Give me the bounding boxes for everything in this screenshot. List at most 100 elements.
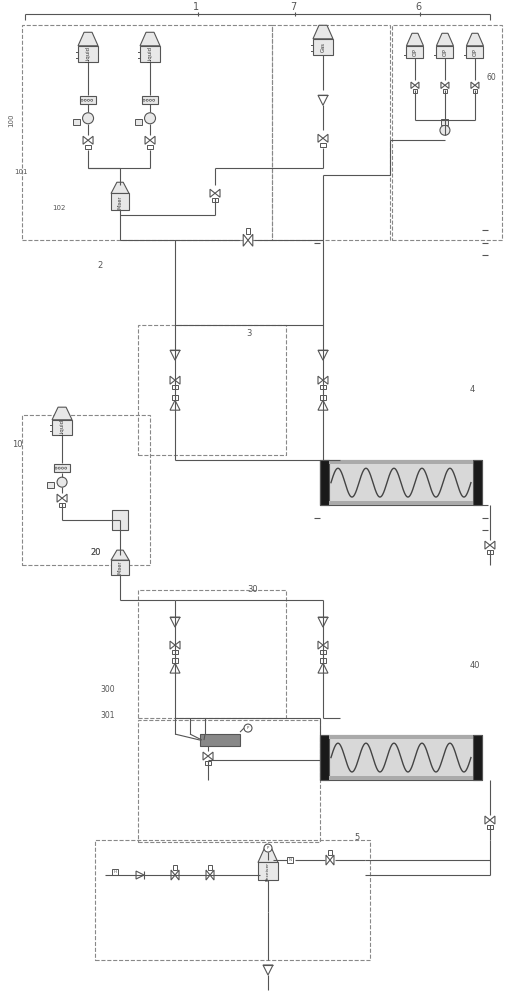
- Text: H: H: [114, 870, 117, 874]
- Polygon shape: [317, 617, 327, 627]
- Polygon shape: [169, 641, 175, 649]
- Bar: [271, 25, 389, 240]
- Bar: [486, 550, 492, 554]
- Bar: [319, 650, 325, 654]
- Polygon shape: [313, 25, 332, 39]
- Circle shape: [91, 99, 93, 101]
- Polygon shape: [474, 82, 478, 88]
- Text: 7: 7: [290, 2, 296, 12]
- Text: 1: 1: [192, 2, 199, 12]
- Polygon shape: [436, 33, 453, 46]
- Polygon shape: [169, 376, 175, 384]
- Text: 101: 101: [14, 169, 27, 175]
- Polygon shape: [88, 136, 93, 144]
- Bar: [72, 119, 79, 125]
- Text: CIP: CIP: [412, 48, 417, 56]
- Bar: [442, 89, 446, 93]
- Polygon shape: [317, 350, 327, 360]
- Bar: [319, 395, 325, 400]
- Polygon shape: [175, 641, 180, 649]
- Polygon shape: [263, 965, 272, 975]
- Text: 301: 301: [100, 711, 115, 720]
- Bar: [319, 460, 481, 505]
- Circle shape: [243, 724, 251, 732]
- Polygon shape: [171, 870, 175, 880]
- Bar: [319, 460, 328, 505]
- Polygon shape: [150, 136, 155, 144]
- Text: 102: 102: [52, 205, 65, 211]
- Polygon shape: [325, 855, 329, 865]
- Text: 100: 100: [8, 114, 14, 127]
- Text: 5: 5: [353, 833, 358, 842]
- Bar: [486, 825, 492, 829]
- Polygon shape: [203, 752, 208, 760]
- Polygon shape: [322, 641, 327, 649]
- Bar: [391, 25, 501, 240]
- Bar: [319, 385, 325, 389]
- Bar: [138, 325, 286, 455]
- Polygon shape: [470, 82, 474, 88]
- Text: 40: 40: [469, 661, 479, 670]
- Polygon shape: [111, 182, 129, 193]
- Bar: [54, 464, 70, 472]
- Polygon shape: [175, 376, 180, 384]
- Circle shape: [152, 99, 154, 101]
- Circle shape: [143, 99, 145, 101]
- Polygon shape: [215, 189, 219, 197]
- Bar: [212, 198, 217, 202]
- Bar: [319, 658, 325, 663]
- Bar: [147, 145, 153, 149]
- Polygon shape: [210, 189, 215, 197]
- Bar: [466, 46, 483, 58]
- Bar: [412, 89, 416, 93]
- Text: Receiver: Receiver: [266, 862, 269, 881]
- Bar: [472, 89, 476, 93]
- Bar: [328, 776, 472, 780]
- Polygon shape: [489, 816, 494, 824]
- Text: 20: 20: [90, 548, 100, 557]
- Text: 3: 3: [245, 329, 251, 338]
- Bar: [328, 735, 472, 739]
- Bar: [313, 39, 332, 55]
- Bar: [287, 857, 292, 863]
- Circle shape: [146, 99, 148, 101]
- Polygon shape: [406, 33, 422, 46]
- Polygon shape: [169, 663, 180, 673]
- Text: 20: 20: [90, 548, 100, 557]
- Bar: [112, 869, 118, 875]
- Polygon shape: [169, 400, 180, 410]
- Polygon shape: [329, 855, 333, 865]
- Polygon shape: [317, 663, 327, 673]
- Text: CIP: CIP: [471, 48, 476, 56]
- Circle shape: [58, 467, 60, 469]
- Bar: [172, 395, 178, 400]
- Polygon shape: [169, 617, 180, 627]
- Bar: [173, 865, 177, 870]
- Text: Mixer: Mixer: [117, 195, 122, 209]
- Bar: [22, 25, 271, 240]
- Polygon shape: [175, 870, 179, 880]
- Bar: [328, 501, 472, 505]
- Bar: [172, 658, 178, 663]
- Bar: [22, 415, 150, 565]
- Bar: [80, 96, 96, 104]
- Circle shape: [84, 99, 86, 101]
- Polygon shape: [62, 494, 67, 502]
- Bar: [138, 720, 319, 842]
- Text: P: P: [266, 846, 269, 850]
- Bar: [258, 862, 277, 880]
- Text: 30: 30: [246, 585, 257, 594]
- Polygon shape: [440, 82, 444, 88]
- Text: 60: 60: [486, 73, 496, 82]
- Bar: [85, 145, 91, 149]
- Circle shape: [65, 467, 67, 469]
- Bar: [52, 420, 72, 435]
- Bar: [245, 228, 250, 234]
- Circle shape: [144, 113, 155, 124]
- Polygon shape: [444, 82, 448, 88]
- Polygon shape: [247, 234, 252, 246]
- Polygon shape: [317, 376, 322, 384]
- Circle shape: [439, 125, 449, 135]
- Text: 10: 10: [12, 440, 22, 449]
- Polygon shape: [317, 134, 322, 142]
